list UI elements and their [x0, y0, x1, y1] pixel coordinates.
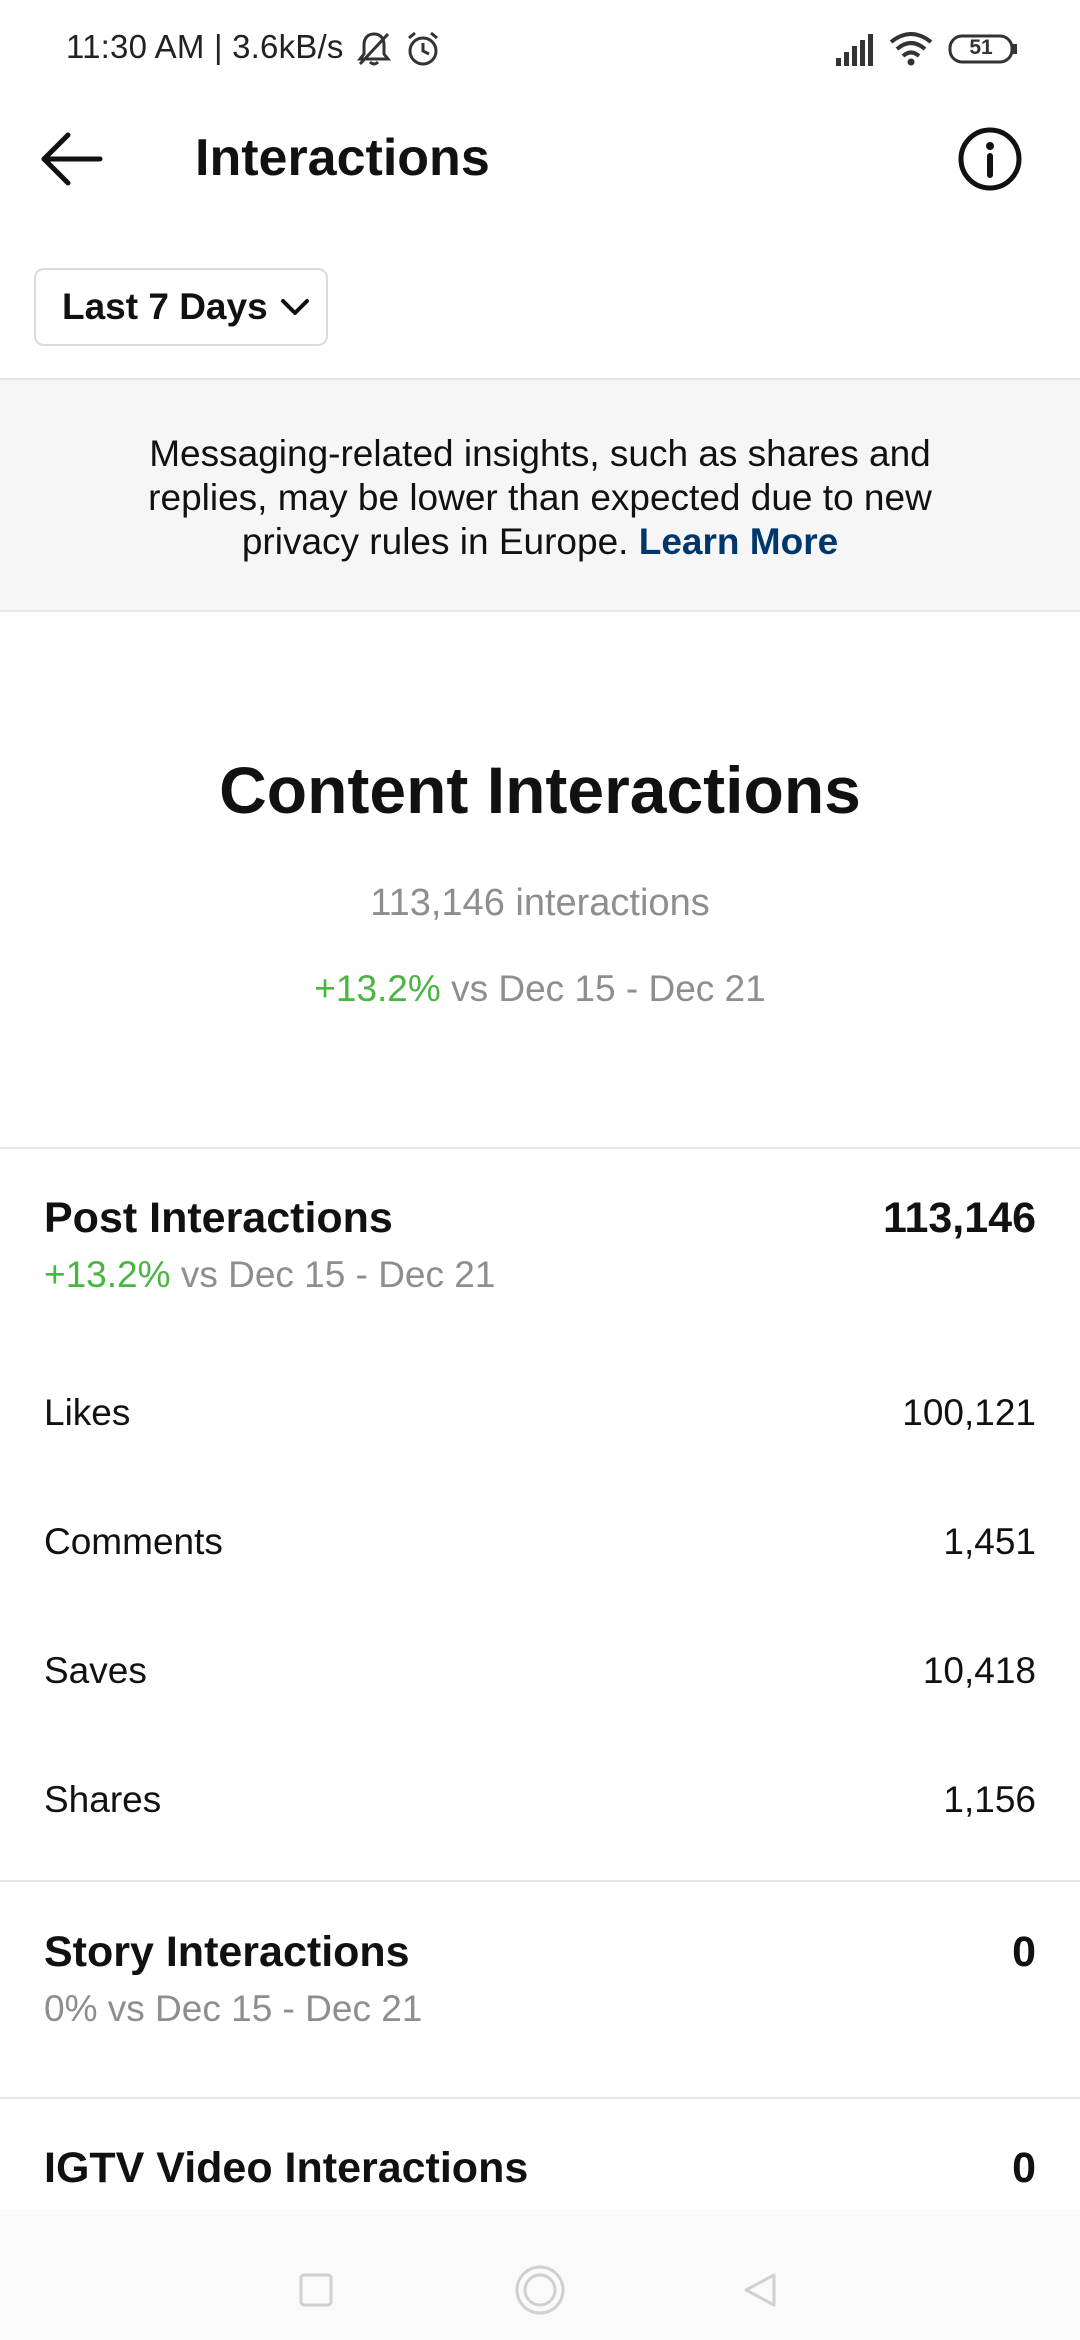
post-interactions-value: 113,146 — [882, 1194, 1036, 1242]
alarm-icon — [404, 30, 442, 73]
saves-label: Saves — [44, 1650, 147, 1691]
change-percent: +13.2% — [44, 1254, 171, 1295]
battery-level: 51 — [969, 36, 993, 59]
app-header: Interactions — [0, 100, 1080, 260]
divider — [0, 2097, 1080, 2099]
likes-value: 100,121 — [902, 1392, 1036, 1433]
content-interactions-title: Content Interactions — [219, 753, 861, 827]
saves-value: 10,418 — [922, 1650, 1036, 1691]
comments-value: 1,451 — [943, 1521, 1036, 1562]
compare-period: vs Dec 15 - Dec 21 — [180, 1254, 496, 1295]
back-nav-button[interactable] — [742, 2272, 778, 2313]
change-percent: +13.2% — [314, 968, 441, 1009]
notice-text: Messaging-related insights, such as shar… — [148, 433, 932, 562]
date-range-label: Last 7 Days — [62, 286, 268, 327]
home-button[interactable] — [514, 2264, 566, 2321]
circle-icon — [515, 2265, 565, 2315]
info-button[interactable] — [955, 124, 1025, 194]
square-icon — [299, 2273, 333, 2307]
story-interactions-value: 0 — [1012, 1928, 1036, 1976]
back-button[interactable] — [38, 124, 108, 194]
back-arrow-icon — [41, 132, 103, 186]
divider — [0, 610, 1080, 612]
igtv-interactions-value: 0 — [1012, 2144, 1036, 2192]
info-icon — [958, 127, 1022, 191]
story-interactions-label: Story Interactions — [44, 1928, 410, 1976]
likes-label: Likes — [44, 1392, 131, 1433]
post-interactions-label: Post Interactions — [44, 1194, 393, 1242]
triangle-back-icon — [744, 2273, 776, 2307]
igtv-interactions-label: IGTV Video Interactions — [44, 2144, 529, 2192]
shares-value: 1,156 — [943, 1779, 1036, 1820]
content-interactions-total: 113,146 interactions — [370, 882, 710, 924]
post-interactions-change: +13.2% vs Dec 15 - Dec 21 — [44, 1254, 495, 1296]
status-bar: 11:30 AM | 3.6kB/s — [0, 0, 1080, 100]
divider — [0, 378, 1080, 380]
recents-button[interactable] — [298, 2272, 334, 2313]
chevron-down-icon — [280, 299, 309, 315]
wifi-icon — [888, 30, 934, 71]
status-time-speed: 11:30 AM | 3.6kB/s — [66, 28, 344, 65]
content-interactions-change: +13.2% vs Dec 15 - Dec 21 — [0, 968, 1080, 1010]
battery-icon — [948, 34, 1018, 69]
comments-label: Comments — [44, 1521, 223, 1562]
divider — [0, 1147, 1080, 1149]
story-interactions-change: 0% vs Dec 15 - Dec 21 — [44, 1988, 423, 2029]
bell-muted-icon — [356, 30, 392, 73]
divider — [0, 1880, 1080, 1882]
shares-label: Shares — [44, 1779, 162, 1820]
page-title: Interactions — [195, 129, 490, 187]
learn-more-link[interactable]: Learn More — [638, 521, 839, 562]
signal-icon — [834, 32, 876, 71]
privacy-notice-banner: Messaging-related insights, such as shar… — [0, 380, 1080, 610]
compare-period: vs Dec 15 - Dec 21 — [451, 968, 766, 1009]
system-nav-bar — [0, 2210, 1080, 2340]
date-range-dropdown[interactable]: Last 7 Days — [34, 268, 328, 346]
